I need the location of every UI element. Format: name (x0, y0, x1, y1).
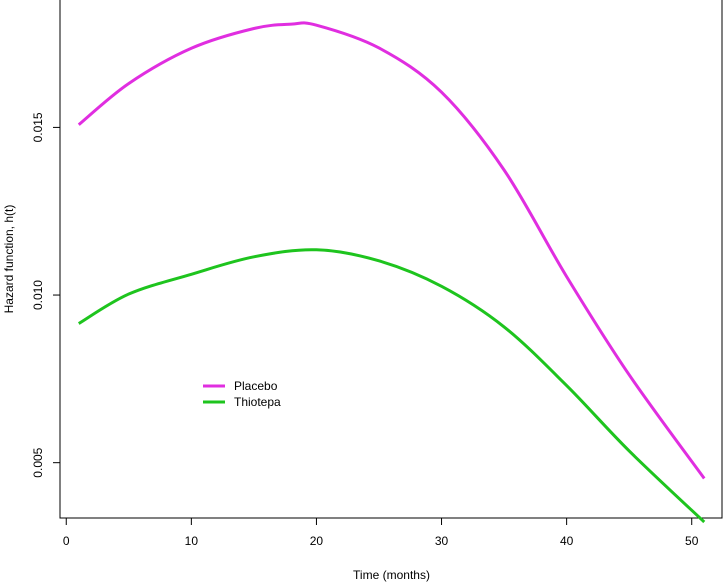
x-tick-label: 0 (63, 534, 70, 548)
y-tick-label: 0.010 (31, 280, 45, 310)
y-axis-title: Hazard function, h(t) (2, 205, 16, 314)
x-tick-label: 30 (435, 534, 449, 548)
series-line-thiotepa (77, 248, 706, 524)
x-axis-title: Time (months) (353, 568, 430, 582)
series-line-placebo (77, 21, 706, 480)
x-tick-label: 20 (310, 534, 324, 548)
series-layer (77, 21, 706, 524)
legend: Placebo Thiotepa (203, 379, 281, 409)
y-tick-label: 0.005 (31, 447, 45, 477)
y-tick-label: 0.015 (31, 112, 45, 142)
legend-label-placebo: Placebo (234, 379, 278, 393)
x-tick-label: 10 (185, 534, 199, 548)
legend-label-thiotepa: Thiotepa (234, 395, 281, 409)
x-tick-label: 40 (560, 534, 574, 548)
x-tick-label: 50 (685, 534, 699, 548)
plot-frame (59, 0, 723, 519)
axes: 0 10 20 30 40 50 0.005 0.010 0.015 (31, 0, 723, 548)
